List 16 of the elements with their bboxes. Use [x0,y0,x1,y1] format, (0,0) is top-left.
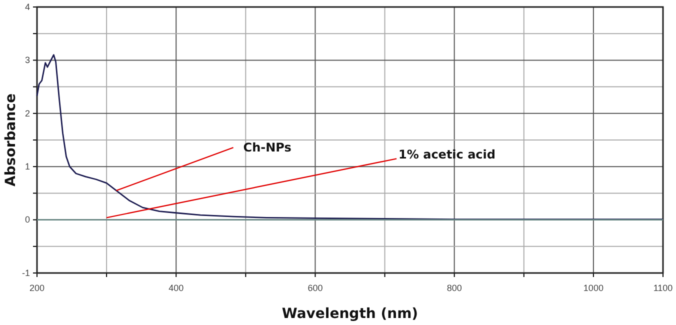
y-tick-label: 3 [24,55,30,66]
y-tick-label: 1 [24,161,30,172]
line-series [36,54,664,220]
x-tick-label: 400 [168,282,184,293]
annotation: Ch-NPs [243,140,292,155]
x-tick-label: 1000 [583,282,604,293]
x-tick-label: 600 [308,282,323,293]
y-tick-label: 0 [24,214,30,225]
x-tick-label: 1100 [653,282,673,293]
y-tick-label: 2 [24,108,30,118]
x-tick-label: 200 [29,282,45,293]
x-tick-label: 800 [446,282,462,293]
y-axis-title: Absorbance [3,94,19,186]
x-axis-title: Wavelength (nm) [282,306,418,322]
y-tick-label: -1 [22,268,30,278]
y-tick-label: 4 [24,2,30,12]
